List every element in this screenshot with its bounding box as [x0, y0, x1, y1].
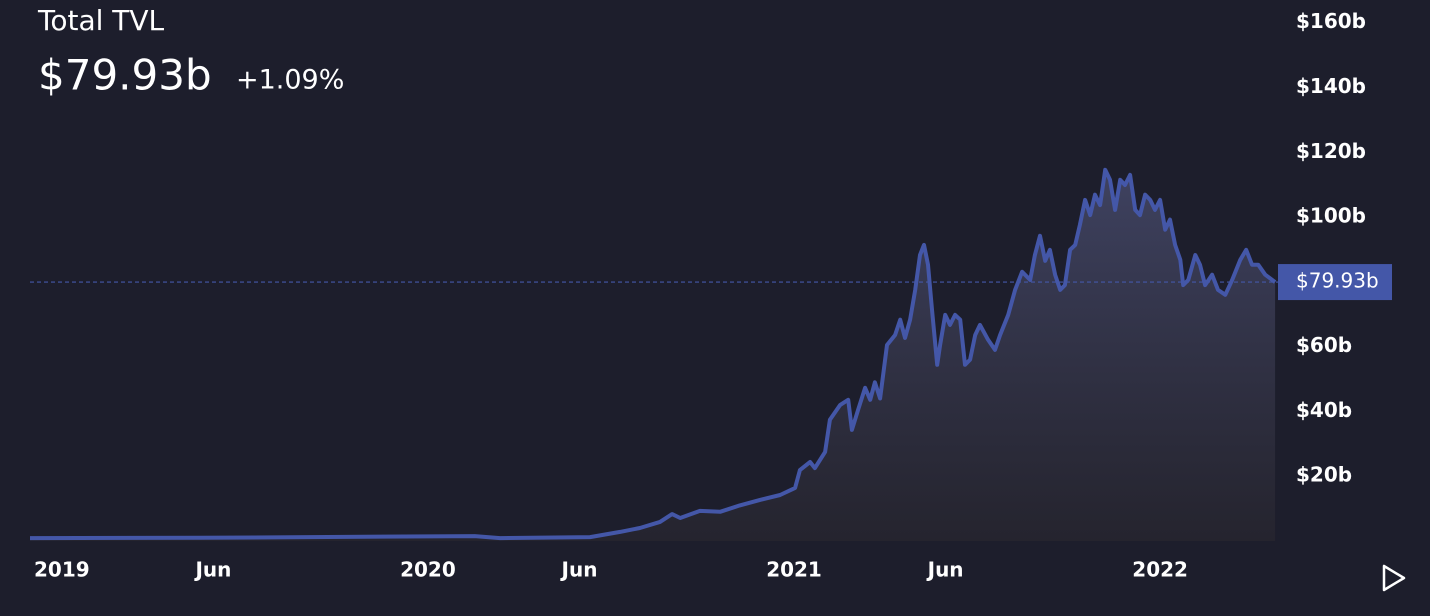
area [30, 169, 1276, 542]
chart-title: Total TVL [37, 4, 165, 37]
change-label: +1.09% [236, 65, 344, 96]
current-value-tag-label: $79.93b [1296, 269, 1379, 293]
x-tick-label: 2020 [400, 558, 456, 582]
y-tick-label: $40b [1296, 398, 1352, 422]
x-tick-label: 2021 [766, 558, 822, 582]
x-tick-label: 2022 [1132, 558, 1188, 582]
current-value-tag [1278, 264, 1392, 301]
current-value: $79.93b [38, 51, 212, 100]
y-tick-label: $120b [1296, 139, 1366, 163]
x-tick-label: Jun [926, 558, 964, 582]
x-tick-label: 2019 [34, 558, 90, 582]
y-tick-label: $20b [1296, 463, 1352, 487]
y-tick-label: $160b [1296, 9, 1366, 33]
line [29, 167, 1277, 541]
y-tick-label: $140b [1296, 74, 1366, 98]
x-tick-label: Jun [193, 558, 231, 582]
y-tick-label: $60b [1296, 333, 1352, 357]
y-tick-label: $100b [1296, 204, 1366, 228]
x-tick-label: Jun [560, 558, 598, 582]
play-button[interactable] [1382, 564, 1406, 592]
